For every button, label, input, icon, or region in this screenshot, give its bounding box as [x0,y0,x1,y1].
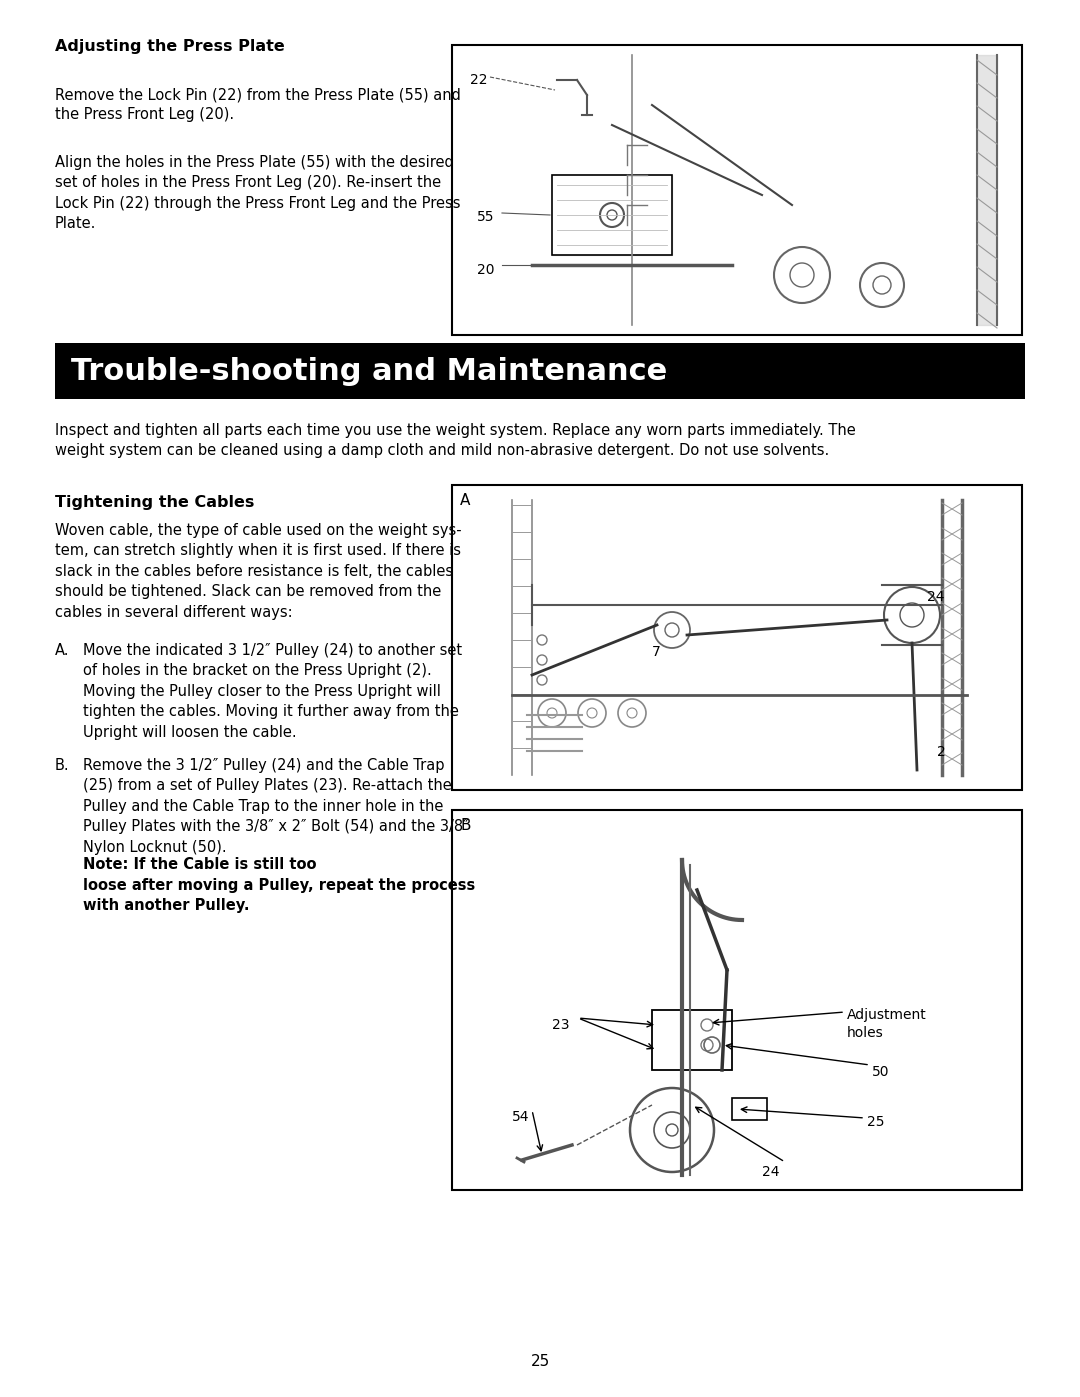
Text: Adjustment
holes: Adjustment holes [847,1009,927,1041]
Text: 25: 25 [530,1354,550,1369]
Text: Remove the Lock Pin (22) from the Press Plate (55) and
the Press Front Leg (20).: Remove the Lock Pin (22) from the Press … [55,87,461,123]
Bar [552,175,672,256]
Text: 24: 24 [927,590,945,604]
Text: Adjusting the Press Plate: Adjusting the Press Plate [55,39,285,54]
Text: 7: 7 [652,645,661,659]
Text: Trouble-shooting and Maintenance: Trouble-shooting and Maintenance [71,356,667,386]
Text: 20: 20 [477,263,495,277]
Bar [55,344,1025,400]
Bar [652,1010,732,1070]
Text: Inspect and tighten all parts each time you use the weight system. Replace any w: Inspect and tighten all parts each time … [55,423,855,458]
Text: A: A [460,493,471,509]
Bar [453,810,1022,1190]
Bar [453,45,1022,335]
Text: A.: A. [55,643,69,658]
Text: 2: 2 [937,745,946,759]
Text: 55: 55 [477,210,495,224]
Text: 25: 25 [867,1115,885,1129]
Text: Remove the 3 1/2″ Pulley (24) and the Cable Trap
(25) from a set of Pulley Plate: Remove the 3 1/2″ Pulley (24) and the Ca… [83,759,469,855]
Text: Woven cable, the type of cable used on the weight sys-
tem, can stretch slightly: Woven cable, the type of cable used on t… [55,522,461,620]
Text: Note: If the Cable is still too
loose after moving a Pulley, repeat the process
: Note: If the Cable is still too loose af… [83,858,475,914]
Bar [453,485,1022,789]
Text: Align the holes in the Press Plate (55) with the desired
set of holes in the Pre: Align the holes in the Press Plate (55) … [55,155,460,231]
Text: Tightening the Cables: Tightening the Cables [55,495,255,510]
Bar [732,1098,767,1120]
Text: B: B [460,819,471,833]
Text: 23: 23 [552,1018,569,1032]
Text: 24: 24 [762,1165,780,1179]
Text: 50: 50 [872,1065,890,1078]
Text: B.: B. [55,759,69,773]
Text: Move the indicated 3 1/2″ Pulley (24) to another set
of holes in the bracket on : Move the indicated 3 1/2″ Pulley (24) to… [83,643,462,739]
Text: 54: 54 [512,1111,529,1125]
Text: 22: 22 [470,73,487,87]
